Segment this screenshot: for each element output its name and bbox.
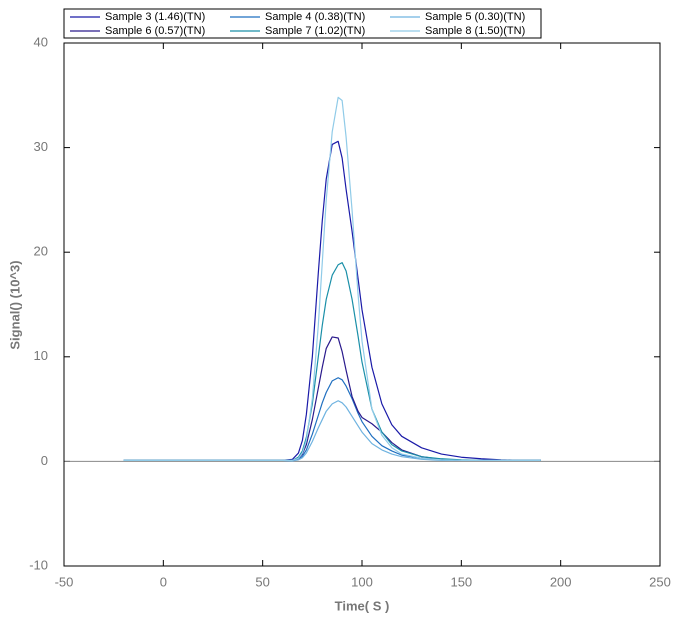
series-line — [123, 400, 541, 462]
series-line — [123, 262, 541, 461]
x-tick-label: 100 — [351, 574, 373, 589]
y-tick-label: 40 — [34, 34, 48, 49]
y-tick-label: -10 — [29, 557, 48, 572]
x-tick-label: -50 — [55, 574, 74, 589]
y-tick-label: 0 — [41, 453, 48, 468]
x-tick-label: 50 — [255, 574, 269, 589]
x-axis-title: Time( S ) — [335, 598, 390, 613]
x-tick-label: 250 — [649, 574, 671, 589]
series-line — [123, 96, 541, 461]
legend-label: Sample 4 (0.38)(TN) — [265, 11, 365, 23]
legend-label: Sample 8 (1.50)(TN) — [425, 25, 525, 37]
legend-label: Sample 3 (1.46)(TN) — [105, 11, 205, 23]
plot-frame — [63, 42, 661, 567]
legend-label: Sample 7 (1.02)(TN) — [265, 25, 365, 37]
x-tick-label: 200 — [550, 574, 572, 589]
x-tick-label: 150 — [450, 574, 472, 589]
series-line — [123, 377, 541, 462]
series-line — [123, 336, 541, 461]
y-tick-label: 10 — [34, 348, 48, 363]
y-tick-label: 30 — [34, 139, 48, 154]
legend-label: Sample 5 (0.30)(TN) — [425, 11, 525, 23]
legend-label: Sample 6 (0.57)(TN) — [105, 25, 205, 37]
legend-box — [63, 8, 542, 39]
series-line — [123, 140, 541, 461]
y-tick-label: 20 — [34, 244, 48, 259]
x-tick-label: 0 — [160, 574, 167, 589]
y-axis-title: Signal() (10^3) — [7, 260, 22, 349]
